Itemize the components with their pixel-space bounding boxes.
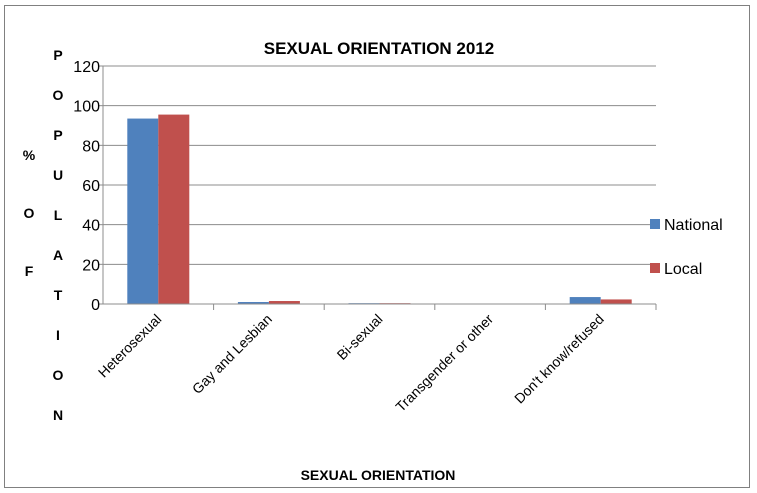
y-tick-label: 80 bbox=[82, 138, 100, 155]
chart-title: SEXUAL ORIENTATION 2012 bbox=[264, 39, 495, 58]
x-axis-title: SEXUAL ORIENTATION bbox=[301, 467, 456, 483]
x-tick-label: Gay and Lesbian bbox=[189, 311, 275, 397]
y-tick-labels: 0 20 40 60 80 100 120 bbox=[73, 59, 100, 314]
legend-swatch-national bbox=[650, 219, 660, 229]
legend-label-local: Local bbox=[664, 261, 702, 278]
x-tick-label: Transgender or other bbox=[392, 311, 496, 415]
bar-local-0 bbox=[158, 114, 190, 304]
gridlines bbox=[98, 65, 656, 305]
y-label-char: O bbox=[53, 367, 64, 383]
y-label-char: O bbox=[53, 87, 64, 103]
x-tick-labels: Heterosexual Gay and Lesbian Bi-sexual Tran… bbox=[95, 311, 607, 415]
y-tick-label: 0 bbox=[91, 297, 100, 314]
bar-local-4 bbox=[600, 299, 632, 304]
y-label-char: U bbox=[53, 167, 63, 183]
x-tick-label: Heterosexual bbox=[95, 311, 165, 381]
bars bbox=[127, 114, 632, 305]
y-label-char: L bbox=[54, 207, 63, 223]
y-label-char: A bbox=[53, 247, 63, 263]
legend-swatch-local bbox=[650, 263, 660, 273]
chart-svg: SEXUAL ORIENTATION 2012 020406080100120 … bbox=[23, 39, 723, 483]
x-tick-label: Don't know/refused bbox=[511, 311, 607, 407]
bar-national-4 bbox=[569, 297, 601, 304]
y-label-char: I bbox=[56, 327, 60, 343]
x-tick-label: Bi-sexual bbox=[334, 311, 386, 363]
y-label-char: O bbox=[24, 205, 35, 221]
bar-national-0 bbox=[127, 118, 159, 304]
axes bbox=[102, 66, 657, 310]
y-label-char: F bbox=[25, 263, 34, 279]
chart-frame: SEXUAL ORIENTATION 2012 0 20 40 60 80 100 120 … bbox=[4, 5, 750, 488]
y-label-char: P bbox=[53, 127, 62, 143]
legend-label-national: National bbox=[664, 217, 723, 234]
y-axis-label: % O F P O P U L A T I O N bbox=[23, 47, 64, 423]
legend: National Local bbox=[650, 217, 723, 278]
y-label-char: % bbox=[23, 147, 36, 163]
y-label-char: T bbox=[54, 287, 63, 303]
y-label-char: P bbox=[53, 47, 62, 63]
y-tick-label: 120 bbox=[73, 59, 100, 76]
y-tick-label: 20 bbox=[82, 257, 100, 274]
y-tick-label: 100 bbox=[73, 99, 100, 116]
bar-local-1 bbox=[268, 301, 300, 304]
y-tick-label: 40 bbox=[82, 218, 100, 235]
y-tick-label: 60 bbox=[82, 178, 100, 195]
y-label-char: N bbox=[53, 407, 63, 423]
bar-national-1 bbox=[237, 302, 269, 304]
